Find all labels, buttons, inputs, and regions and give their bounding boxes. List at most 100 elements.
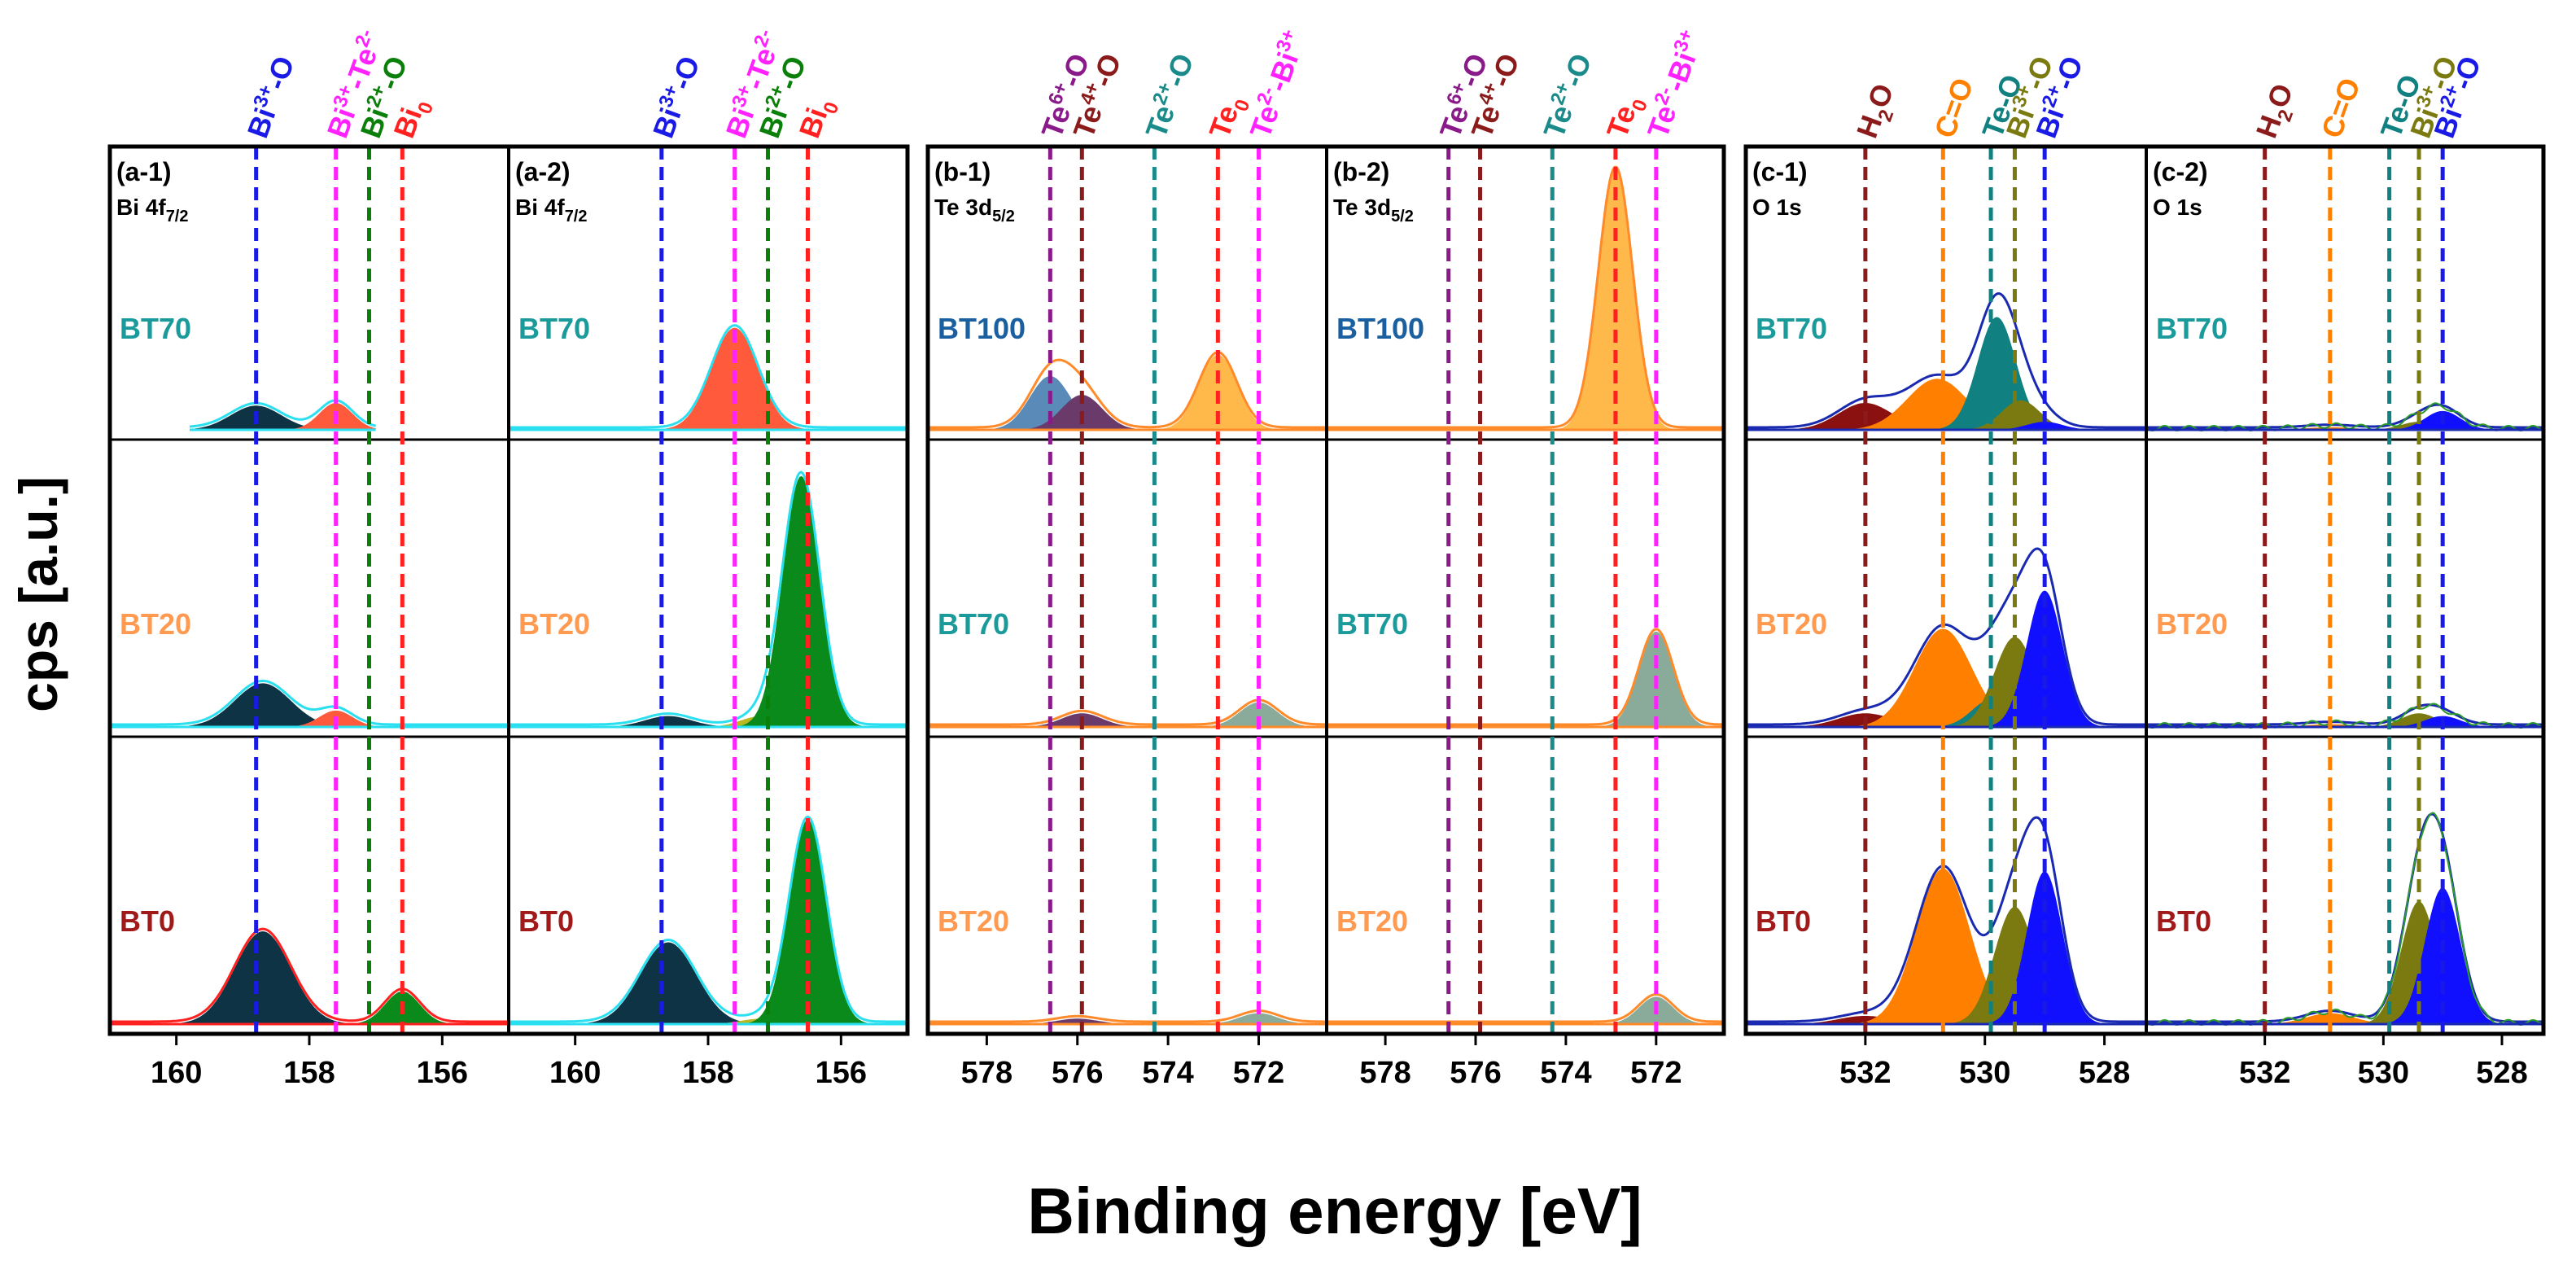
envelope-c-1-BT70: [1746, 292, 2146, 429]
peak-a-2-BT20-0: [509, 716, 908, 727]
tick-label-c-2-0: 532: [2239, 1056, 2290, 1090]
sample-label-a-2-BT70: BT70: [518, 312, 590, 345]
sample-label-c-2-BT0: BT0: [2156, 904, 2211, 938]
marker-label-c-1-0: H2O: [1850, 79, 1906, 144]
marker-label-b-1-3: Te0: [1202, 90, 1254, 144]
peak-a-2-BT70-0: [509, 327, 908, 430]
envelope-a-2-BT20: [509, 471, 908, 726]
panel-b-1: BT100BT70BT20Te6+-OTe4+-OTe2+-OTe0Te2--B…: [928, 26, 1327, 1090]
tick-label-b-1-2: 574: [1142, 1056, 1193, 1090]
raw-trace-c-2-BT20: [2145, 703, 2544, 729]
sample-label-a-1-BT0: BT0: [120, 904, 175, 938]
envelope-a-2-BT70: [509, 324, 908, 429]
envelope-c-2-BT20: [2146, 703, 2543, 726]
sample-label-a-2-BT20: BT20: [518, 607, 590, 641]
peak-a-1-BT20-0: [110, 683, 509, 727]
marker-label-b-2-2: Te2+-O: [1535, 49, 1598, 142]
envelope-c-1-BT20: [1746, 547, 2146, 726]
core-level-c-1: O 1s: [1752, 195, 1802, 220]
sample-label-c-1-BT0: BT0: [1756, 904, 1811, 938]
panel-label-c-1: (c-1): [1752, 157, 1808, 186]
panels-group: BT70BT20BT0Bi3+-OBi3+-Te2-Bi2+-OBi0(a-1)…: [107, 26, 2546, 1090]
peak-b-2-BT100-0: [1327, 169, 1724, 430]
sample-label-c-2-BT20: BT20: [2156, 607, 2228, 641]
tick-label-a-1-0: 160: [151, 1056, 202, 1090]
panel-a-1: BT70BT20BT0Bi3+-OBi3+-Te2-Bi2+-OBi0(a-1)…: [110, 26, 509, 1090]
tick-label-c-2-2: 528: [2476, 1056, 2527, 1090]
x-axis-title: Binding energy [eV]: [1027, 1175, 1642, 1247]
envelope-a-1-BT20: [110, 679, 509, 726]
marker-label-c-1-1: C=O: [1927, 73, 1979, 142]
sample-label-c-2-BT70: BT70: [2156, 312, 2228, 345]
envelope-b-2-BT70: [1327, 628, 1725, 726]
peak-b-1-BT100-0: [928, 376, 1327, 430]
panel-label-c-2: (c-2): [2153, 157, 2208, 186]
tick-label-b-2-1: 576: [1450, 1056, 1501, 1090]
peak-b-1-BT100-2: [928, 354, 1327, 430]
peak-c-2-BT20-0: [2146, 724, 2543, 727]
envelope-a-2-BT0: [509, 815, 908, 1023]
tick-label-b-2-2: 574: [1540, 1056, 1591, 1090]
peak-a-1-BT70-0: [190, 405, 376, 430]
marker-label-c-2-1: C=O: [2315, 73, 2367, 142]
sample-label-a-1-BT70: BT70: [120, 312, 191, 345]
sample-label-c-1-BT20: BT20: [1756, 607, 1827, 641]
sample-label-b-2-BT100: BT100: [1336, 312, 1424, 345]
tick-label-b-1-0: 578: [961, 1056, 1012, 1090]
peak-c-1-BT20-1: [1746, 628, 2146, 727]
tick-label-c-1-0: 532: [1839, 1056, 1891, 1090]
peak-a-2-BT0-0: [509, 942, 908, 1024]
peak-c-2-BT70-0: [2146, 427, 2543, 430]
peak-b-2-BT20-0: [1327, 996, 1724, 1024]
envelope-c-1-BT0: [1746, 816, 2146, 1023]
marker-label-b-2-4: Te2--Bi3+: [1639, 26, 1710, 142]
tick-label-c-1-1: 530: [1959, 1056, 2010, 1090]
panel-label-a-2: (a-2): [515, 157, 571, 186]
marker-label-b-1-4: Te2--Bi3+: [1242, 26, 1313, 142]
tick-label-c-1-2: 528: [2079, 1056, 2130, 1090]
peak-b-1-BT70-1: [928, 702, 1327, 727]
marker-label-c-2-3: Bi3+-O: [2402, 51, 2464, 142]
tick-label-b-1-1: 576: [1052, 1056, 1103, 1090]
sample-label-a-1-BT20: BT20: [120, 607, 191, 641]
peak-a-1-BT70-1: [190, 403, 376, 430]
panel-a-2: BT70BT20BT0Bi3+-OBi3+-Te2-Bi2+-OBi0(a-2)…: [509, 26, 908, 1090]
peak-c-1-BT20-0: [1746, 713, 2146, 727]
sample-label-b-1-BT100: BT100: [938, 312, 1026, 345]
peak-c-1-BT0-0: [1746, 1016, 2146, 1024]
y-axis-title: cps [a.u.]: [8, 476, 68, 712]
peak-c-1-BT0-1: [1746, 869, 2146, 1024]
marker-label-c-2-0: H2O: [2250, 79, 2306, 144]
sample-label-b-1-BT20: BT20: [938, 904, 1009, 938]
tick-label-b-1-3: 572: [1233, 1056, 1284, 1090]
peak-c-1-BT70-1: [1746, 379, 2146, 430]
panel-b-2: BT100BT70BT20Te6+-OTe4+-OTe2+-OTe0Te2--B…: [1327, 26, 1725, 1090]
envelope-a-1-BT70: [189, 399, 376, 428]
tick-label-a-1-2: 156: [417, 1056, 468, 1090]
tick-label-b-2-3: 572: [1630, 1056, 1682, 1090]
peak-c-2-BT0-0: [2146, 1013, 2543, 1024]
core-level-a-1: Bi 4f7/2: [116, 195, 189, 225]
peak-b-2-BT70-0: [1327, 631, 1724, 727]
tick-label-a-2-1: 158: [682, 1056, 733, 1090]
sample-label-b-1-BT70: BT70: [938, 607, 1009, 641]
peak-c-1-BT70-0: [1746, 403, 2146, 430]
sample-label-b-2-BT70: BT70: [1336, 607, 1408, 641]
tick-label-c-2-1: 530: [2358, 1056, 2409, 1090]
core-level-b-2: Te 3d5/2: [1333, 195, 1414, 225]
marker-label-a-1-3: Bi0: [387, 93, 438, 144]
core-level-a-2: Bi 4f7/2: [515, 195, 588, 225]
sample-label-b-2-BT20: BT20: [1336, 904, 1408, 938]
envelope-a-1-BT0: [110, 927, 509, 1023]
sample-label-a-2-BT0: BT0: [518, 904, 574, 938]
marker-label-a-1-0: Bi3+-O: [239, 51, 301, 142]
peak-a-1-BT0-0: [110, 931, 509, 1024]
marker-label-b-1-2: Te2+-O: [1138, 49, 1201, 142]
peak-a-1-BT20-1: [110, 710, 509, 727]
tick-label-a-2-0: 160: [549, 1056, 601, 1090]
envelope-b-2-BT20: [1327, 992, 1724, 1023]
envelope-c-2-BT70: [2146, 403, 2543, 429]
raw-trace-c-2-BT0: [2145, 812, 2544, 1027]
envelope-b-1-BT100: [928, 351, 1327, 429]
